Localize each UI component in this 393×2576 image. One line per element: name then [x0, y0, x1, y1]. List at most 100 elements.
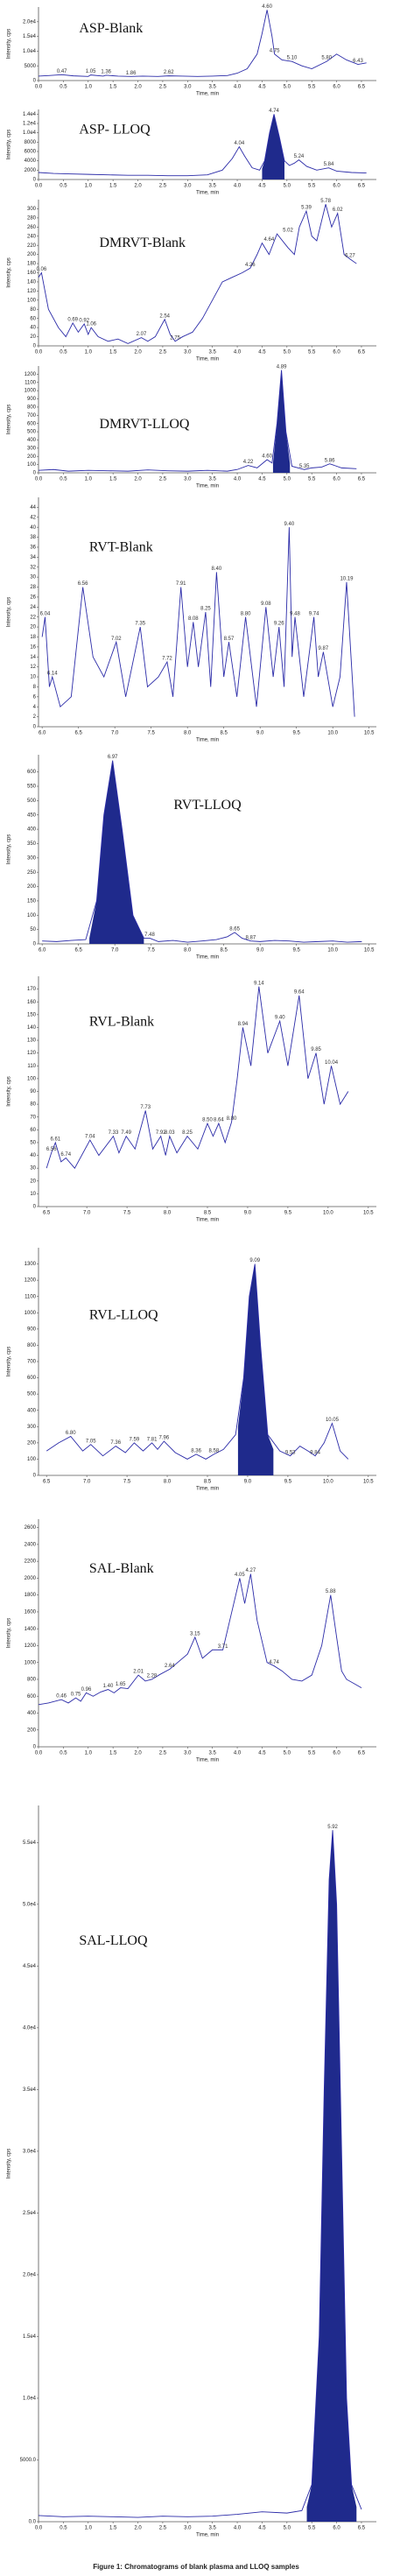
x-tick-label: 2.5 — [159, 1751, 167, 1756]
peak-label: 8.50 — [202, 1118, 213, 1123]
y-tick-label: 40 — [30, 525, 36, 531]
y-tick-label: 800 — [27, 1678, 37, 1683]
y-tick-label: 900 — [27, 1327, 37, 1332]
peak-label: 4.74 — [269, 1660, 279, 1665]
y-tick-label: 36 — [30, 545, 36, 551]
x-tick-label: 9.0 — [244, 1211, 252, 1216]
y-tick-label: 300 — [27, 446, 37, 451]
y-axis-label: Intensity, cps — [7, 1076, 12, 1107]
panel-title: DMRVT-LLOQ — [99, 417, 189, 432]
y-tick-label: 1000 — [25, 1311, 37, 1316]
y-tick-label: 500 — [27, 1392, 37, 1397]
peak-label: 0.06 — [37, 267, 47, 272]
x-tick-label: 3.5 — [209, 477, 217, 482]
y-tick-label: 200 — [27, 252, 37, 257]
x-tick-label: 1.0 — [85, 85, 93, 90]
y-tick-label: 150 — [27, 898, 37, 904]
y-axis-label: Intensity, cps — [7, 257, 12, 288]
x-tick-label: 2.0 — [134, 85, 142, 90]
y-tick-label: 0 — [33, 471, 37, 476]
peak-label: 8.25 — [182, 1130, 193, 1136]
x-tick-label: 7.0 — [83, 1480, 91, 1485]
peak-label: 7.96 — [159, 1436, 170, 1441]
y-axis-label: Intensity, cps — [7, 2149, 12, 2179]
peak-label: 5.35 — [299, 464, 310, 469]
peak-label: 7.92 — [156, 1130, 166, 1136]
x-tick-label: 10.0 — [327, 731, 338, 736]
y-tick-label: 60 — [30, 316, 36, 321]
x-tick-label: 3.5 — [209, 350, 217, 355]
x-tick-label: 4.5 — [258, 2526, 266, 2531]
y-tick-label: 5.0e4 — [23, 1902, 37, 1907]
y-tick-label: 28 — [30, 585, 36, 590]
y-tick-label: 250 — [27, 870, 37, 876]
y-tick-label: 200 — [27, 1728, 37, 1733]
x-tick-label: 3.5 — [209, 85, 217, 90]
peak-label: 2.28 — [147, 1674, 158, 1679]
y-tick-label: 1100 — [25, 380, 37, 385]
y-tick-label: 100 — [27, 1457, 37, 1462]
y-tick-label: 120 — [27, 289, 37, 294]
y-tick-label: 220 — [27, 243, 37, 249]
y-tick-label: 200 — [27, 1440, 37, 1446]
y-tick-label: 5.5e4 — [23, 1841, 37, 1846]
peak-label: 5.84 — [324, 162, 334, 167]
y-tick-label: 160 — [27, 1000, 37, 1005]
y-tick-label: 40 — [30, 1153, 36, 1158]
y-tick-label: 300 — [27, 207, 37, 212]
x-tick-label: 6.0 — [333, 477, 340, 482]
y-tick-label: 400 — [27, 438, 37, 443]
peak-label: 0.96 — [81, 1687, 92, 1693]
y-tick-label: 30 — [30, 1166, 36, 1172]
x-tick-label: 2.5 — [159, 2526, 167, 2531]
caption: Figure 1: Chromatograms of blank plasma … — [93, 2563, 299, 2571]
x-tick-label: 0.0 — [35, 2526, 43, 2531]
peak-label: 5.88 — [326, 1589, 336, 1594]
peak-label: 8.80 — [227, 1116, 237, 1122]
x-tick-label: 7.5 — [123, 1480, 131, 1485]
x-axis-label: Time, min — [196, 738, 219, 743]
y-tick-label: 14 — [30, 655, 36, 660]
panel-title: ASP-Blank — [79, 21, 143, 36]
y-axis-label: Intensity, cps — [7, 1347, 12, 1377]
peak-label: 7.49 — [121, 1130, 131, 1136]
peak-label: 6.02 — [333, 208, 343, 213]
x-tick-label: 5.0 — [284, 1751, 291, 1756]
x-axis-label: Time, min — [196, 191, 219, 196]
y-tick-label: 12 — [30, 665, 36, 670]
peak-label: 1.36 — [101, 70, 111, 75]
x-tick-label: 5.0 — [284, 85, 291, 90]
y-tick-label: 50 — [30, 927, 36, 933]
x-tick-label: 9.0 — [256, 948, 264, 954]
y-tick-label: 2200 — [25, 1559, 37, 1565]
x-tick-label: 7.5 — [147, 948, 155, 954]
y-tick-label: 100 — [27, 462, 37, 468]
integrated-peak — [306, 1830, 357, 2522]
peak-label: 7.72 — [162, 657, 172, 662]
y-tick-label: 2000 — [25, 168, 37, 173]
y-tick-label: 20 — [30, 334, 36, 340]
y-tick-label: 500 — [27, 430, 37, 435]
peak-label: 7.33 — [109, 1130, 119, 1136]
y-tick-label: 1.4e4 — [23, 112, 37, 117]
x-tick-label: 5.0 — [284, 2526, 291, 2531]
peak-label: 7.36 — [110, 1440, 121, 1446]
y-tick-label: 0 — [33, 725, 37, 730]
y-tick-label: 2.0e4 — [23, 19, 37, 25]
x-tick-label: 2.5 — [159, 85, 167, 90]
peak-label: 7.05 — [86, 1439, 96, 1444]
y-tick-label: 32 — [30, 565, 36, 570]
x-tick-label: 0.5 — [60, 184, 67, 189]
x-tick-label: 4.5 — [258, 184, 266, 189]
x-tick-label: 3.0 — [184, 2526, 192, 2531]
x-tick-label: 10.5 — [364, 948, 375, 954]
panel-title: RVT-Blank — [89, 539, 153, 554]
y-tick-label: 2 — [33, 714, 37, 720]
x-tick-label: 10.0 — [323, 1211, 333, 1216]
x-tick-label: 7.0 — [83, 1211, 91, 1216]
peak-label: 9.40 — [275, 1016, 285, 1021]
y-tick-label: 1800 — [25, 1593, 37, 1598]
peak-label: 6.80 — [66, 1431, 76, 1436]
peak-label: 7.48 — [144, 933, 155, 938]
trace — [38, 370, 357, 472]
